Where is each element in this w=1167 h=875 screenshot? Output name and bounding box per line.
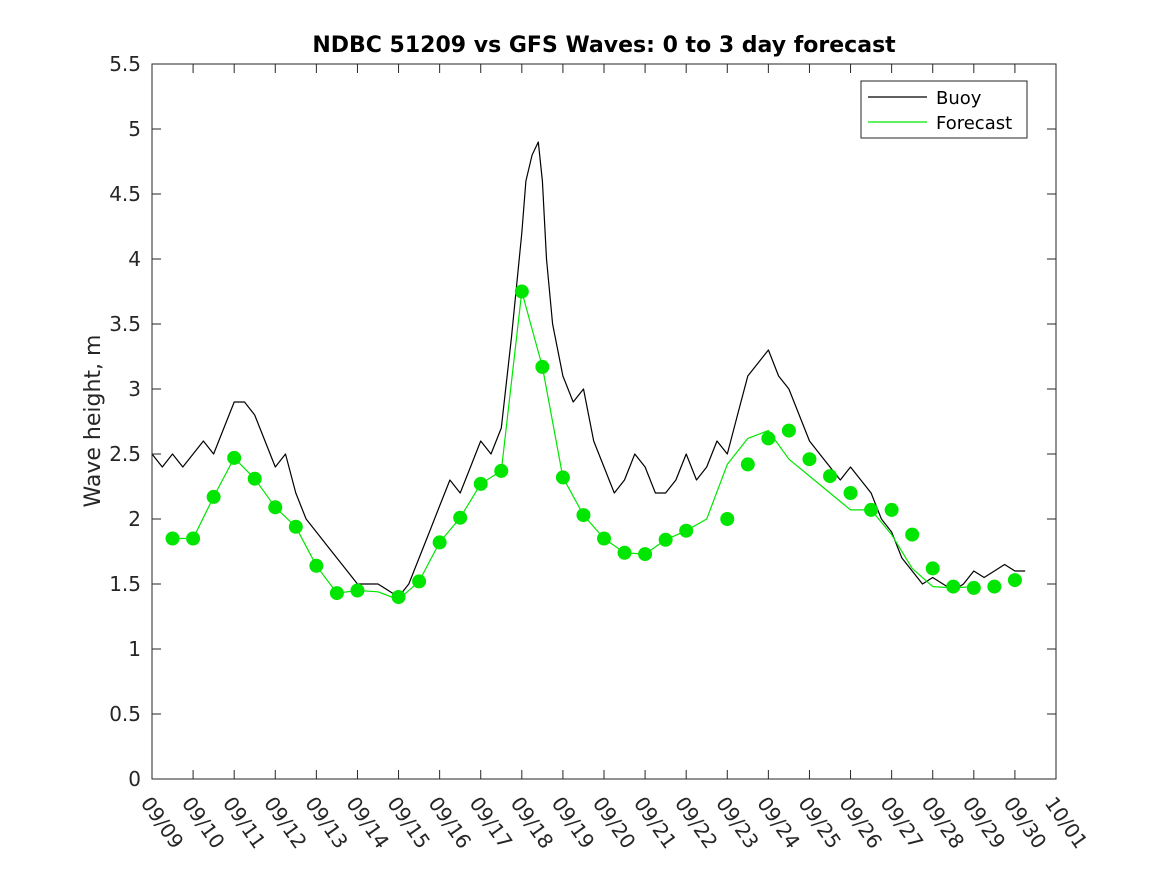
forecast-marker [206, 489, 221, 504]
forecast-marker [679, 523, 694, 538]
forecast-marker [638, 547, 653, 562]
forecast-marker [576, 508, 591, 523]
legend-box [860, 80, 1028, 139]
forecast-marker [802, 452, 817, 467]
y-tick-label: 0 [128, 767, 141, 791]
y-axis-ticks: 0 0.5 1 1.5 2 2.5 3 3.5 4 4.5 5 5.5 [109, 52, 1056, 791]
forecast-marker [514, 284, 529, 299]
y-tick-label: 3.5 [109, 312, 141, 336]
forecast-marker [925, 561, 940, 576]
forecast-marker [781, 423, 796, 438]
forecast-marker [165, 531, 180, 546]
y-tick-label: 4.5 [109, 182, 141, 206]
y-tick-label: 5 [128, 117, 141, 141]
forecast-marker [966, 580, 981, 595]
forecast-marker [535, 359, 550, 374]
forecast-marker [432, 535, 447, 550]
forecast-marker [720, 512, 735, 526]
forecast-marker [329, 586, 344, 601]
forecast-marker [1007, 573, 1022, 588]
forecast-marker [288, 519, 303, 534]
forecast-marker [761, 431, 776, 446]
forecast-marker [268, 500, 283, 515]
forecast-marker [987, 579, 1002, 594]
forecast-marker [494, 463, 509, 478]
y-tick-label: 5.5 [109, 52, 141, 76]
y-axis-title: Wave height, m [81, 335, 106, 508]
y-tick-label: 2.5 [109, 442, 141, 466]
forecast-marker [227, 450, 242, 465]
series-line-forecast [172, 290, 974, 601]
forecast-marker [740, 457, 755, 472]
forecast-marker [597, 531, 611, 546]
series-line-buoy [151, 141, 1026, 598]
forecast-marker [186, 531, 201, 546]
y-tick-label: 2 [128, 507, 141, 531]
forecast-marker [350, 583, 365, 598]
legend-label-buoy: Buoy [936, 88, 982, 109]
series-layer [151, 141, 1026, 601]
forecast-marker [658, 532, 673, 547]
forecast-marker [823, 469, 837, 484]
y-tick-label: 1 [128, 637, 141, 661]
forecast-marker [391, 590, 406, 604]
plot-area [152, 64, 1056, 779]
y-tick-label: 1.5 [109, 572, 141, 596]
legend: Buoy Forecast [860, 80, 1028, 139]
forecast-marker [309, 558, 324, 573]
forecast-marker [864, 502, 879, 517]
chart-title: NDBC 51209 vs GFS Waves: 0 to 3 day fore… [312, 33, 896, 58]
forecast-marker [247, 471, 262, 486]
forecast-marker [617, 545, 632, 560]
y-tick-label: 4 [128, 247, 141, 271]
forecast-marker [412, 574, 427, 589]
y-tick-label: 0.5 [109, 702, 141, 726]
forecast-marker [905, 527, 920, 542]
forecast-marker [946, 579, 961, 594]
forecast-marker [473, 476, 488, 491]
forecast-marker [453, 510, 468, 525]
forecast-marker [555, 470, 570, 485]
y-tick-label: 3 [128, 377, 141, 401]
legend-label-forecast: Forecast [936, 113, 1012, 134]
forecast-marker [884, 502, 899, 517]
marker-layer [165, 284, 1022, 604]
forecast-marker [843, 486, 858, 500]
